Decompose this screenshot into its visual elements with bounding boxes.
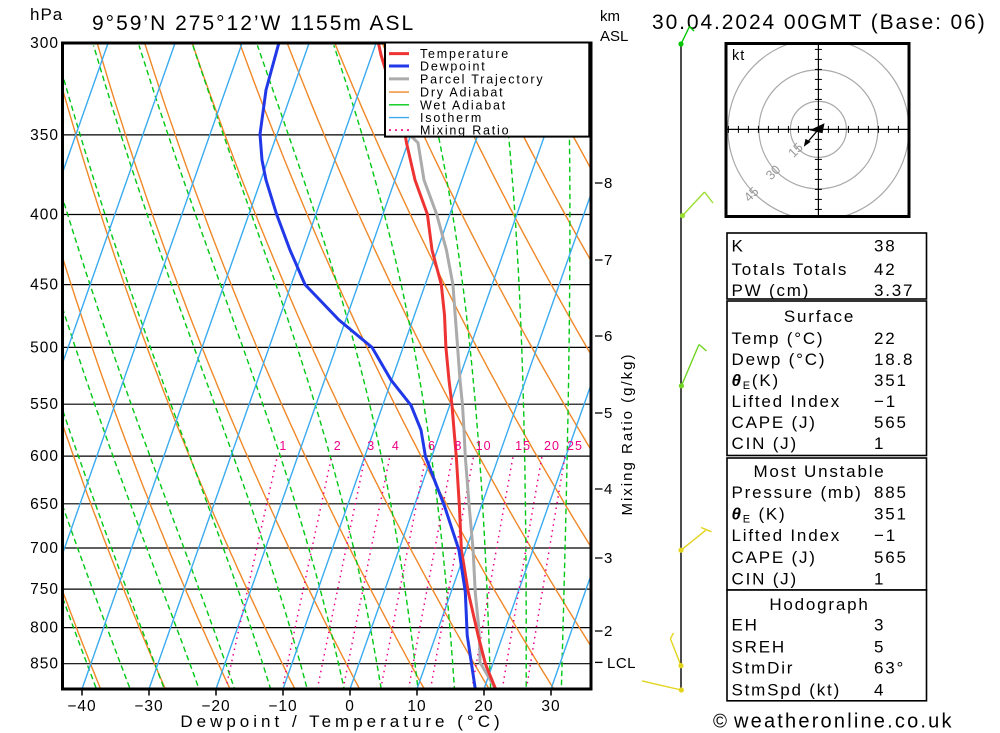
svg-text:4: 4	[392, 439, 400, 453]
svg-text:20: 20	[474, 698, 493, 715]
svg-text:Mixing Ratio (g/kg): Mixing Ratio (g/kg)	[619, 352, 636, 515]
svg-text:−40: −40	[67, 698, 96, 715]
svg-text:1: 1	[874, 434, 885, 453]
svg-text:7: 7	[604, 252, 612, 269]
svg-text:ASL: ASL	[600, 28, 628, 45]
svg-text:565: 565	[874, 548, 908, 567]
svg-text:350: 350	[30, 127, 59, 144]
svg-text:800: 800	[30, 620, 59, 637]
svg-text:5: 5	[604, 405, 612, 422]
svg-text:30: 30	[541, 698, 560, 715]
svg-text:Hodograph: Hodograph	[769, 595, 869, 614]
svg-text:600: 600	[30, 448, 59, 465]
svg-text:10: 10	[476, 439, 492, 453]
svg-text:30.04.2024 00GMT (Base: 06): 30.04.2024 00GMT (Base: 06)	[652, 11, 987, 34]
svg-text:Surface: Surface	[784, 307, 855, 326]
svg-text:63°: 63°	[874, 659, 905, 678]
svg-text:−10: −10	[268, 698, 297, 715]
svg-text:StmDir: StmDir	[732, 659, 795, 678]
svg-text:2: 2	[334, 439, 342, 453]
svg-text:20: 20	[544, 439, 560, 453]
svg-text:1: 1	[279, 439, 287, 453]
svg-text:351: 351	[874, 505, 908, 524]
svg-text:351: 351	[874, 371, 908, 390]
svg-text:565: 565	[874, 413, 908, 432]
svg-text:22: 22	[874, 329, 897, 348]
svg-text:CAPE (J): CAPE (J)	[732, 413, 817, 432]
svg-text:θE(K): θE(K)	[732, 371, 780, 392]
svg-text:400: 400	[30, 207, 59, 224]
svg-text:θE (K): θE (K)	[732, 505, 787, 526]
svg-text:hPa: hPa	[30, 5, 63, 24]
svg-text:18.8: 18.8	[874, 350, 914, 369]
svg-text:500: 500	[30, 339, 59, 356]
svg-text:−30: −30	[134, 698, 163, 715]
svg-text:3: 3	[604, 550, 612, 567]
svg-text:Temperature: Temperature	[420, 47, 510, 61]
svg-text:Most Unstable: Most Unstable	[753, 462, 885, 481]
svg-text:Parcel Trajectory: Parcel Trajectory	[420, 72, 544, 86]
svg-text:1: 1	[874, 570, 885, 589]
svg-text:Dry Adiabat: Dry Adiabat	[420, 86, 504, 100]
svg-text:6: 6	[428, 439, 436, 453]
svg-text:−20: −20	[201, 698, 230, 715]
svg-text:Dewpoint / Temperature (°C): Dewpoint / Temperature (°C)	[180, 712, 503, 731]
svg-text:Lifted Index: Lifted Index	[732, 392, 842, 411]
svg-text:550: 550	[30, 396, 59, 413]
svg-text:38: 38	[874, 237, 897, 256]
svg-text:Dewpoint: Dewpoint	[420, 60, 487, 74]
svg-text:450: 450	[30, 277, 59, 294]
svg-text:10: 10	[407, 698, 426, 715]
svg-text:PW (cm): PW (cm)	[732, 281, 811, 300]
svg-text:750: 750	[30, 581, 59, 598]
svg-text:CIN (J): CIN (J)	[732, 434, 798, 453]
svg-text:K: K	[732, 237, 745, 256]
svg-text:weatheronline.co.uk: weatheronline.co.uk	[733, 711, 954, 733]
svg-text:650: 650	[30, 496, 59, 513]
svg-text:EH: EH	[732, 616, 759, 635]
svg-text:Temp (°C): Temp (°C)	[732, 329, 825, 348]
svg-text:3: 3	[367, 439, 375, 453]
svg-text:15: 15	[515, 439, 531, 453]
svg-text:850: 850	[30, 656, 59, 673]
svg-text:Isotherm: Isotherm	[420, 111, 483, 125]
svg-text:3.37: 3.37	[874, 281, 914, 300]
svg-text:Wet Adiabat: Wet Adiabat	[420, 98, 507, 112]
svg-text:Pressure (mb): Pressure (mb)	[732, 483, 863, 502]
svg-text:Totals Totals: Totals Totals	[732, 260, 849, 279]
svg-text:3: 3	[874, 616, 885, 635]
svg-text:StmSpd (kt): StmSpd (kt)	[732, 681, 842, 700]
svg-text:2: 2	[604, 623, 612, 640]
svg-text:700: 700	[30, 540, 59, 557]
svg-text:8: 8	[604, 175, 612, 192]
svg-text:Lifted Index: Lifted Index	[732, 526, 842, 545]
svg-text:CAPE (J): CAPE (J)	[732, 548, 817, 567]
svg-text:4: 4	[604, 481, 612, 498]
svg-text:LCL: LCL	[607, 655, 636, 672]
svg-text:−1: −1	[874, 526, 897, 545]
svg-text:SREH: SREH	[732, 638, 786, 657]
svg-text:25: 25	[567, 439, 583, 453]
svg-text:Mixing Ratio: Mixing Ratio	[420, 124, 510, 138]
svg-text:5: 5	[874, 638, 885, 657]
svg-text:Dewp (°C): Dewp (°C)	[732, 350, 827, 369]
svg-text:©: ©	[713, 712, 729, 733]
svg-text:kt: kt	[732, 48, 745, 64]
svg-text:km: km	[600, 8, 620, 25]
svg-text:CIN (J): CIN (J)	[732, 570, 798, 589]
svg-text:−1: −1	[874, 392, 897, 411]
svg-text:300: 300	[30, 35, 59, 52]
svg-text:9°59’N 275°12’W 1155m ASL: 9°59’N 275°12’W 1155m ASL	[92, 12, 415, 35]
svg-text:6: 6	[604, 328, 612, 345]
svg-text:0: 0	[345, 698, 355, 715]
svg-text:42: 42	[874, 260, 897, 279]
svg-text:8: 8	[455, 439, 463, 453]
svg-text:885: 885	[874, 483, 908, 502]
svg-text:4: 4	[874, 681, 885, 700]
